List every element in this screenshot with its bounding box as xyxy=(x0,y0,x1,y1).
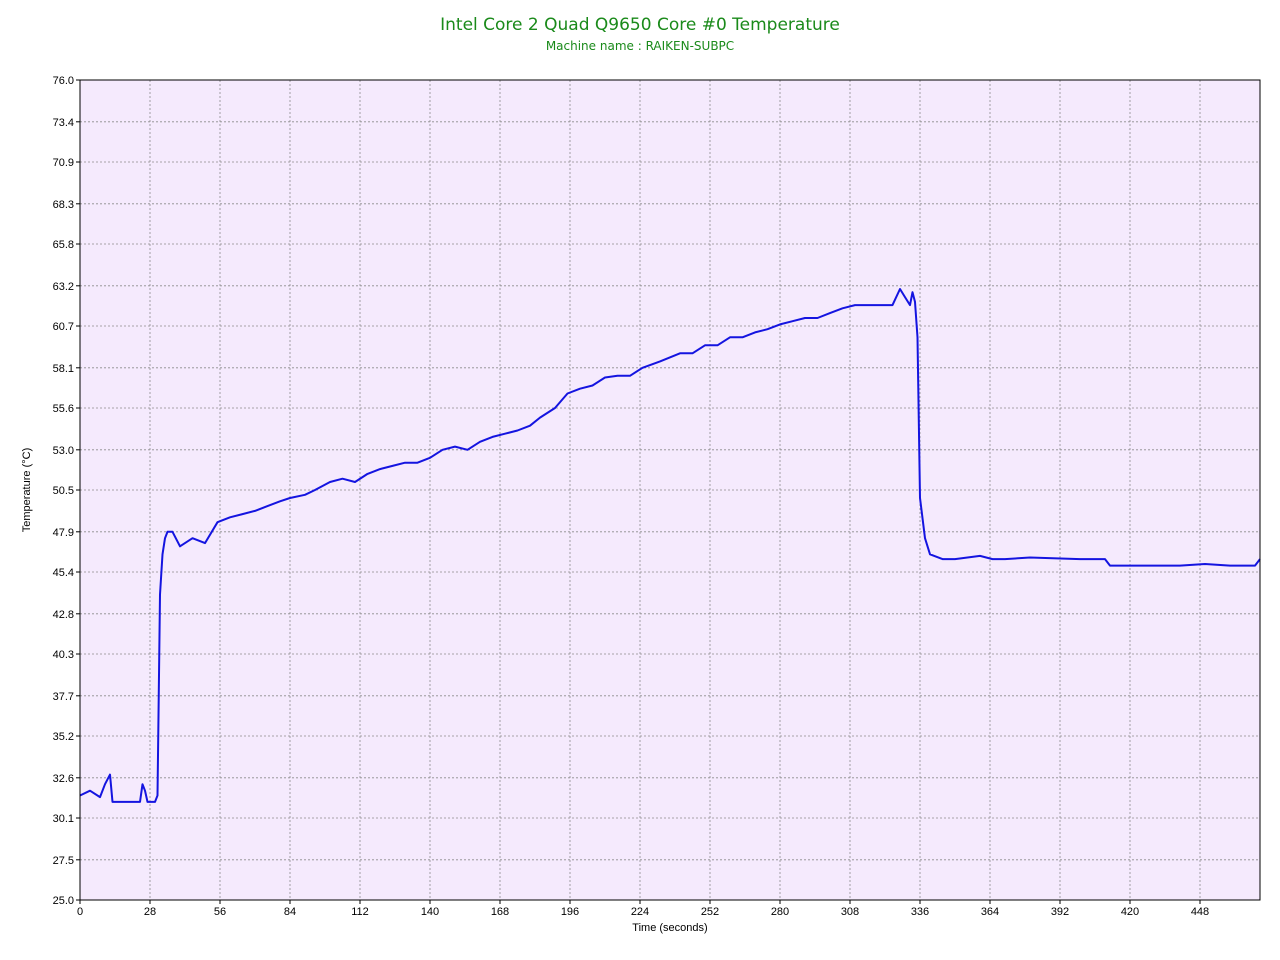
x-tick-label: 196 xyxy=(561,906,579,918)
y-tick-label: 42.8 xyxy=(53,609,74,621)
series-group xyxy=(79,288,1261,803)
y-tick-label: 40.3 xyxy=(53,649,74,661)
y-tick-label: 65.8 xyxy=(53,239,74,251)
y-tick-label: 70.9 xyxy=(53,157,74,169)
grid-lines xyxy=(80,80,1260,900)
x-tick-label: 224 xyxy=(631,906,649,918)
x-tick-label: 308 xyxy=(841,906,859,918)
y-tick-label: 45.4 xyxy=(53,567,74,579)
x-tick-label: 420 xyxy=(1121,906,1139,918)
x-axis-title: Time (seconds) xyxy=(632,922,707,934)
y-tick-label: 32.6 xyxy=(53,773,74,785)
y-tick-label: 50.5 xyxy=(53,485,74,497)
y-tick-label: 27.5 xyxy=(53,855,74,867)
x-tick-label: 84 xyxy=(284,906,296,918)
y-tick-label: 63.2 xyxy=(53,281,74,293)
chart-subtitle: Machine name : RAIKEN-SUBPC xyxy=(546,39,734,53)
x-tick-label: 392 xyxy=(1051,906,1069,918)
y-tick-label: 68.3 xyxy=(53,199,74,211)
y-tick-label: 73.4 xyxy=(53,117,74,129)
y-tick-label: 55.6 xyxy=(53,403,74,415)
y-axis-title: Temperature (°C) xyxy=(21,448,33,532)
x-tick-label: 0 xyxy=(77,906,83,918)
y-axis: 25.0 27.5 30.1 32.6 35.2 37.7 40.3 42.8 45.4 47.9… xyxy=(53,75,80,907)
y-tick-label: 60.7 xyxy=(53,321,74,333)
x-tick-label: 112 xyxy=(351,906,369,918)
chart-title: Intel Core 2 Quad Q9650 Core #0 Temperat… xyxy=(440,15,840,35)
y-tick-label: 25.0 xyxy=(53,895,74,907)
y-tick-label: 53.0 xyxy=(53,445,74,457)
y-tick-label: 30.1 xyxy=(53,813,74,825)
y-tick-label: 76.0 xyxy=(53,75,74,87)
y-tick-label: 37.7 xyxy=(53,691,74,703)
x-tick-label: 336 xyxy=(911,906,929,918)
x-tick-label: 168 xyxy=(491,906,509,918)
y-tick-label: 47.9 xyxy=(53,527,74,539)
x-tick-label: 280 xyxy=(771,906,789,918)
x-tick-label: 364 xyxy=(981,906,999,918)
x-tick-label: 56 xyxy=(214,906,226,918)
x-tick-label: 140 xyxy=(421,906,439,918)
x-tick-label: 448 xyxy=(1191,906,1209,918)
y-tick-label: 35.2 xyxy=(53,731,74,743)
series-line-core0 xyxy=(79,288,1261,803)
x-tick-label: 252 xyxy=(701,906,719,918)
y-tick-label: 58.1 xyxy=(53,363,74,375)
x-axis: 0 28 56 84 112 140 168 196 224 252 280 308 336 364 392… xyxy=(77,900,1209,918)
x-tick-label: 28 xyxy=(144,906,156,918)
